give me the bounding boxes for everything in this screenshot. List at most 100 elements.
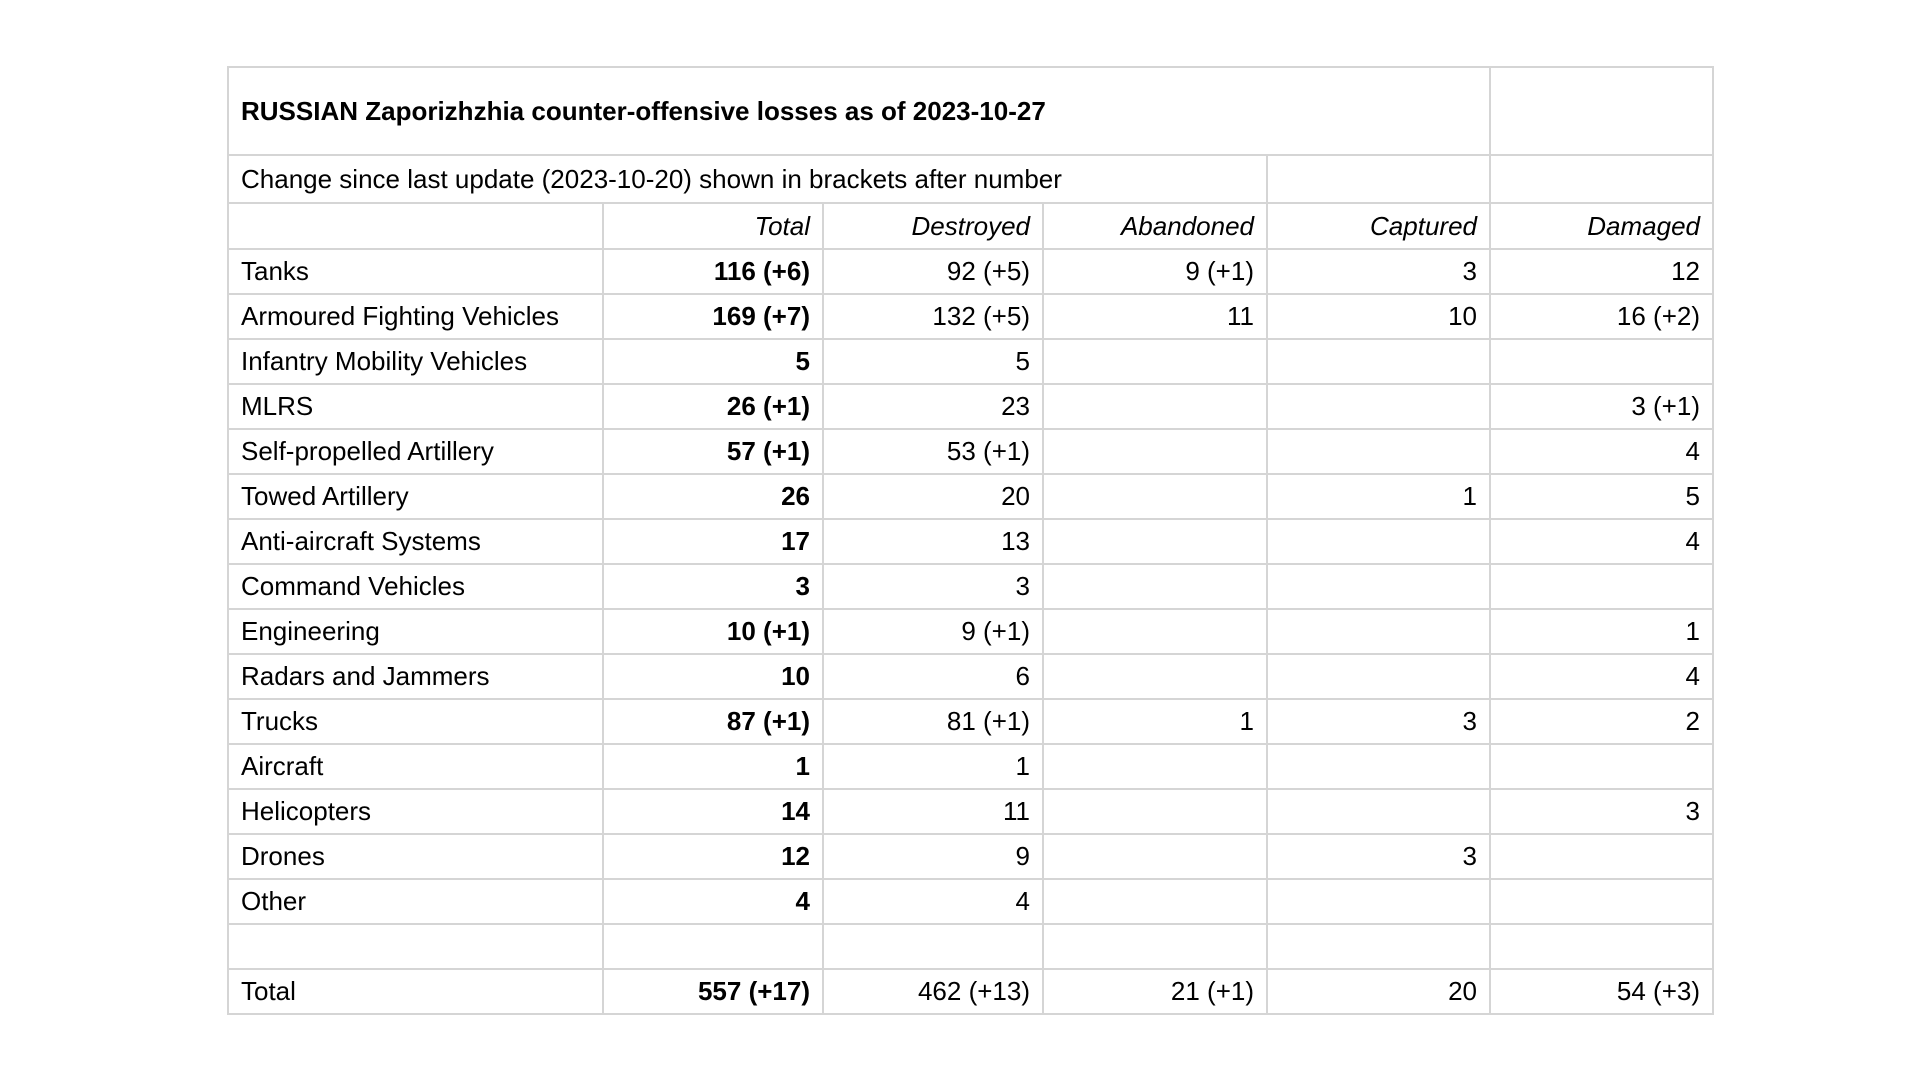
row-label: Engineering bbox=[227, 608, 604, 655]
cell-abandoned: 9 (+1) bbox=[1042, 248, 1268, 295]
cell-captured: 10 bbox=[1266, 293, 1491, 340]
subtitle-row: Change since last update (2023-10-20) sh… bbox=[227, 154, 1714, 204]
table-row: Aircraft 1 1 bbox=[227, 743, 1714, 790]
cell-total: 17 bbox=[602, 518, 824, 565]
cell-abandoned bbox=[1042, 788, 1268, 835]
table-row: Other 4 4 bbox=[227, 878, 1714, 925]
cell-destroyed: 4 bbox=[822, 878, 1044, 925]
cell-damaged: 3 bbox=[1489, 788, 1714, 835]
subtitle-note: Change since last update (2023-10-20) sh… bbox=[227, 154, 1268, 204]
cell-abandoned: 1 bbox=[1042, 698, 1268, 745]
cell-abandoned bbox=[1042, 473, 1268, 520]
cell-abandoned bbox=[1042, 563, 1268, 610]
cell-damaged bbox=[1489, 878, 1714, 925]
cell-abandoned bbox=[1042, 428, 1268, 475]
cell-destroyed: 1 bbox=[822, 743, 1044, 790]
cell-abandoned: 21 (+1) bbox=[1042, 968, 1268, 1015]
cell-total: 26 bbox=[602, 473, 824, 520]
cell-captured: 3 bbox=[1266, 248, 1491, 295]
cell-captured bbox=[1266, 383, 1491, 430]
cell-total: 169 (+7) bbox=[602, 293, 824, 340]
cell-captured bbox=[1266, 518, 1491, 565]
cell-total: 10 bbox=[602, 653, 824, 700]
total-row: Total 557 (+17) 462 (+13) 21 (+1) 20 54 … bbox=[227, 968, 1714, 1015]
cell-total: 14 bbox=[602, 788, 824, 835]
cell-abandoned bbox=[1042, 338, 1268, 385]
cell-damaged bbox=[1489, 743, 1714, 790]
row-label: Armoured Fighting Vehicles bbox=[227, 293, 604, 340]
cell-total: 557 (+17) bbox=[602, 968, 824, 1015]
cell-destroyed: 11 bbox=[822, 788, 1044, 835]
cell-total: 3 bbox=[602, 563, 824, 610]
cell-total: 1 bbox=[602, 743, 824, 790]
cell-captured bbox=[1266, 923, 1491, 970]
title-row: RUSSIAN Zaporizhzhia counter-offensive l… bbox=[227, 66, 1714, 156]
cell-damaged bbox=[1489, 923, 1714, 970]
row-label: Other bbox=[227, 878, 604, 925]
cell-damaged: 2 bbox=[1489, 698, 1714, 745]
cell-abandoned bbox=[1042, 878, 1268, 925]
cell-total bbox=[602, 923, 824, 970]
losses-table: RUSSIAN Zaporizhzhia counter-offensive l… bbox=[227, 66, 1714, 1015]
cell-total: 5 bbox=[602, 338, 824, 385]
cell-abandoned bbox=[1042, 608, 1268, 655]
cell-destroyed: 5 bbox=[822, 338, 1044, 385]
cell-total: 57 (+1) bbox=[602, 428, 824, 475]
cell-captured bbox=[1266, 563, 1491, 610]
cell-total: 10 (+1) bbox=[602, 608, 824, 655]
page-title: RUSSIAN Zaporizhzhia counter-offensive l… bbox=[227, 66, 1491, 156]
cell-total: 4 bbox=[602, 878, 824, 925]
cell-abandoned bbox=[1042, 518, 1268, 565]
row-label: Self-propelled Artillery bbox=[227, 428, 604, 475]
table-row: Infantry Mobility Vehicles 5 5 bbox=[227, 338, 1714, 385]
cell-damaged: 4 bbox=[1489, 653, 1714, 700]
row-label: Radars and Jammers bbox=[227, 653, 604, 700]
cell-damaged bbox=[1489, 338, 1714, 385]
row-label: Infantry Mobility Vehicles bbox=[227, 338, 604, 385]
row-label: Total bbox=[227, 968, 604, 1015]
row-label: Helicopters bbox=[227, 788, 604, 835]
cell-damaged: 4 bbox=[1489, 428, 1714, 475]
table-row: Towed Artillery 26 20 1 5 bbox=[227, 473, 1714, 520]
cell-captured bbox=[1266, 788, 1491, 835]
cell-damaged: 3 (+1) bbox=[1489, 383, 1714, 430]
cell-captured bbox=[1266, 428, 1491, 475]
cell-captured: 3 bbox=[1266, 833, 1491, 880]
cell-abandoned bbox=[1042, 923, 1268, 970]
cell-destroyed: 462 (+13) bbox=[822, 968, 1044, 1015]
row-label: Tanks bbox=[227, 248, 604, 295]
table-row: Radars and Jammers 10 6 4 bbox=[227, 653, 1714, 700]
cell-captured bbox=[1266, 338, 1491, 385]
cell-destroyed bbox=[822, 923, 1044, 970]
row-label: MLRS bbox=[227, 383, 604, 430]
cell-damaged: 1 bbox=[1489, 608, 1714, 655]
cell-abandoned bbox=[1042, 743, 1268, 790]
subtitle-row-empty-cell bbox=[1266, 154, 1491, 204]
table-row: Drones 12 9 3 bbox=[227, 833, 1714, 880]
row-label: Anti-aircraft Systems bbox=[227, 518, 604, 565]
table-row: Helicopters 14 11 3 bbox=[227, 788, 1714, 835]
table-row: Command Vehicles 3 3 bbox=[227, 563, 1714, 610]
cell-destroyed: 3 bbox=[822, 563, 1044, 610]
row-label bbox=[227, 923, 604, 970]
cell-total: 87 (+1) bbox=[602, 698, 824, 745]
cell-destroyed: 13 bbox=[822, 518, 1044, 565]
cell-total: 12 bbox=[602, 833, 824, 880]
table-row: Anti-aircraft Systems 17 13 4 bbox=[227, 518, 1714, 565]
column-header-abandoned: Abandoned bbox=[1042, 202, 1268, 250]
cell-destroyed: 81 (+1) bbox=[822, 698, 1044, 745]
cell-total: 26 (+1) bbox=[602, 383, 824, 430]
row-label: Trucks bbox=[227, 698, 604, 745]
cell-damaged: 5 bbox=[1489, 473, 1714, 520]
cell-damaged: 12 bbox=[1489, 248, 1714, 295]
cell-captured: 3 bbox=[1266, 698, 1491, 745]
row-label: Command Vehicles bbox=[227, 563, 604, 610]
column-header-damaged: Damaged bbox=[1489, 202, 1714, 250]
cell-destroyed: 53 (+1) bbox=[822, 428, 1044, 475]
column-header-row: Total Destroyed Abandoned Captured Damag… bbox=[227, 202, 1714, 250]
cell-destroyed: 9 bbox=[822, 833, 1044, 880]
cell-captured bbox=[1266, 653, 1491, 700]
cell-captured bbox=[1266, 608, 1491, 655]
cell-abandoned: 11 bbox=[1042, 293, 1268, 340]
cell-abandoned bbox=[1042, 653, 1268, 700]
